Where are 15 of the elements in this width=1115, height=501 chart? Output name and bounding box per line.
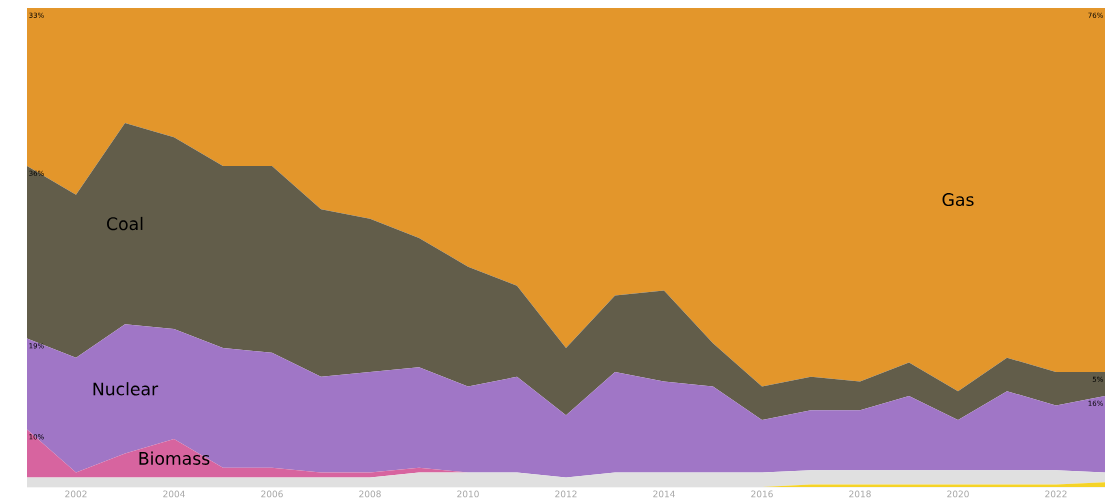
x-tick-label: 2004 bbox=[163, 490, 185, 498]
x-tick-label: 2002 bbox=[65, 490, 87, 498]
series-label: Coal bbox=[107, 217, 143, 231]
x-tick-label: 2014 bbox=[653, 490, 675, 498]
series-label: Biomass bbox=[139, 451, 210, 466]
x-tick-label: 2008 bbox=[359, 490, 381, 498]
x-tick-label: 2022 bbox=[1045, 490, 1067, 498]
series-label: Nuclear bbox=[93, 382, 159, 396]
x-tick-label: 2012 bbox=[555, 490, 577, 498]
x-tick-label: 2018 bbox=[849, 490, 871, 498]
x-tick-label: 2016 bbox=[751, 490, 773, 498]
x-tick-label: 2020 bbox=[947, 490, 969, 498]
x-tick-label: 2010 bbox=[457, 490, 479, 498]
x-tick-label: 2006 bbox=[261, 490, 283, 498]
series-label: Gas bbox=[942, 193, 974, 207]
